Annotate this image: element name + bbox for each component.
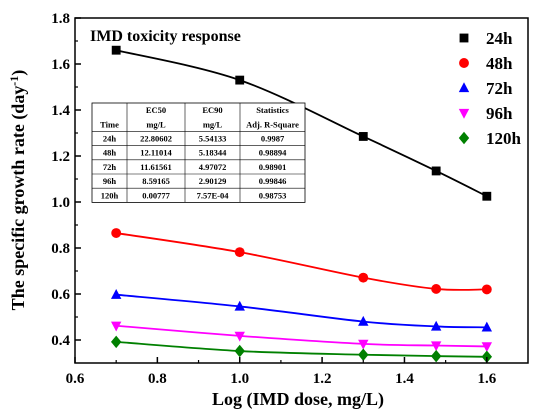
table-cell: 0.98901 [259,162,287,172]
x-tick-label: 1.6 [477,371,496,387]
table-cell: 5.18344 [199,148,227,158]
table-cell: 12.11014 [140,148,172,158]
series-markers [111,46,492,363]
x-tick-label: 1.0 [230,371,249,387]
x-axis-title: Log (IMD dose, mg/L) [212,389,384,410]
y-tick-label: 0.6 [51,287,70,303]
y-axis-title-close: ) [8,70,29,76]
y-axis-title-sup: -1 [7,76,21,86]
x-ticks: 0.6 0.8 1.0 1.2 1.4 1.6 [66,357,497,387]
table-cell: 11.61561 [140,162,171,172]
series-line-48h [116,233,487,290]
table-cell: 2.90129 [199,176,227,186]
series-line-72h [116,295,487,328]
data-point-24h [359,132,368,141]
legend-label: 24h [486,29,513,48]
table-cell: Statistics [256,105,289,115]
y-axis-title-main: The specific growth rate (day [8,86,29,311]
legend-label: 96h [486,104,513,123]
data-point-120h [235,345,245,357]
x-tick-label: 1.2 [313,371,332,387]
data-point-24h [432,167,441,176]
table-cell: 8.59165 [142,176,170,186]
y-tick-label: 1.4 [51,103,70,119]
y-tick-label: 1.0 [51,195,70,211]
y-ticks: 0.4 0.6 0.8 1.0 1.2 1.4 1.6 1.8 [51,11,81,349]
y-tick-label: 1.8 [51,11,70,27]
table-cell: 96h [103,176,117,186]
legend-marker-72h [459,82,469,92]
data-point-24h [235,76,244,85]
legend-marker-24h [460,34,469,43]
data-point-24h [112,46,121,55]
x-tick-label: 0.8 [148,371,167,387]
table-cell: Adj. R-Square [246,119,299,129]
series-lines [116,50,487,357]
table-cell: 4.97072 [199,162,227,172]
table-cell: 48h [103,148,117,158]
data-point-72h [111,289,121,299]
stats-table: EC50 EC90 Statistics Time mg/L mg/L Adj. R-Squ… [92,103,305,202]
table-cell: 0.00777 [142,190,170,200]
data-point-120h [431,350,441,362]
y-tick-label: 0.8 [51,241,70,257]
legend-marker-120h [459,132,469,144]
y-axis-title: The specific growth rate (day-1) [7,70,29,311]
table-cell: mg/L [203,119,223,129]
y-tick-label: 0.4 [51,333,70,349]
data-point-120h [111,336,121,348]
series-line-120h [116,342,487,357]
table-cell: 24h [103,134,117,144]
x-tick-label: 1.4 [395,371,414,387]
x-tick-label: 0.6 [66,371,85,387]
table-cell: Time [100,119,119,129]
table-cell: EC50 [146,105,166,115]
data-point-48h [235,247,245,257]
legend-label: 72h [486,79,513,98]
chart-title: IMD toxicity response [90,28,241,45]
table-cell: 0.98753 [259,190,287,200]
data-point-48h [111,228,121,238]
table-cell: mg/L [146,119,166,129]
data-point-48h [431,284,441,294]
table-cell: EC90 [202,105,222,115]
y-tick-label: 1.6 [51,57,70,73]
data-point-24h [482,192,491,201]
legend-marker-48h [459,58,469,68]
series-line-96h [116,326,487,347]
table-cell: 5.54133 [199,134,227,144]
table-cell: 0.9987 [261,134,285,144]
legend-label: 120h [486,129,522,148]
data-point-48h [358,273,368,283]
legend-label: 48h [486,54,513,73]
table-cell: 7.57E-04 [197,190,230,200]
data-point-120h [358,348,368,360]
table-cell: 0.99846 [259,176,287,186]
y-tick-label: 1.2 [51,149,70,165]
data-point-48h [482,284,492,294]
legend-marker-96h [459,109,469,119]
table-cell: 22.80602 [140,134,172,144]
table-cell: 120h [101,190,119,200]
legend: 24h 48h 72h 96h 120h [459,29,522,148]
table-cell: 0.98894 [259,148,287,158]
table-cell: 72h [103,162,117,172]
